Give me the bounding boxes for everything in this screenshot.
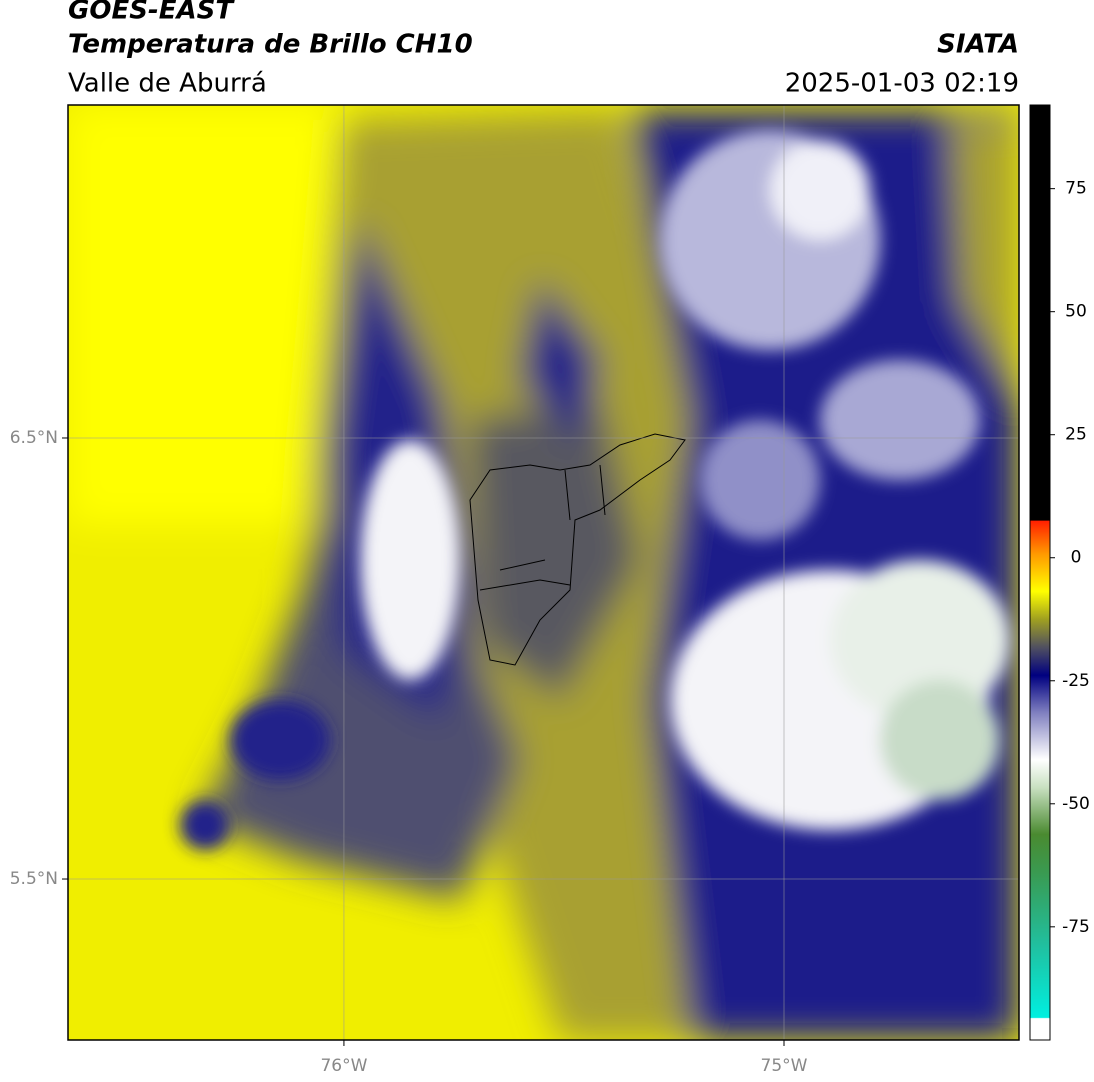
colorbar-tick-label: -50 — [1062, 794, 1090, 814]
colorbar-tick-label: -25 — [1062, 671, 1090, 691]
x-tick-label: 76°W — [320, 1056, 367, 1076]
colorbar-tick-label: -75 — [1062, 917, 1090, 937]
source: SIATA — [937, 30, 1019, 60]
x-tick-label: 75°W — [761, 1056, 808, 1076]
colorbar — [1029, 104, 1051, 1041]
title: Temperatura de Brillo CH10 — [68, 30, 473, 60]
datetime: 2025-01-03 02:19 — [785, 69, 1019, 99]
colorbar-tick-label: 75 — [1065, 179, 1087, 199]
valley-outline — [469, 433, 686, 666]
map-frame — [67, 104, 1020, 1041]
y-tick-label: 5.5°N — [10, 869, 58, 889]
colorbar-ticks: 75 50 25 0 -25 -50 -75 — [1050, 179, 1090, 937]
graticule: 76°W 75°W 6.5°N 5.5°N — [10, 105, 1019, 1076]
y-tick-label: 6.5°N — [10, 428, 58, 448]
colorbar-tick-label: 25 — [1065, 425, 1087, 445]
colorbar-tick-label: 50 — [1065, 302, 1087, 322]
brightness-field — [68, 105, 1019, 1040]
colorbar-tick-label: 0 — [1071, 548, 1082, 568]
header: GOES-EAST Temperatura de Brillo CH10 Val… — [68, 0, 1019, 99]
region: Valle de Aburrá — [68, 69, 267, 99]
satellite: GOES-EAST — [68, 0, 235, 26]
